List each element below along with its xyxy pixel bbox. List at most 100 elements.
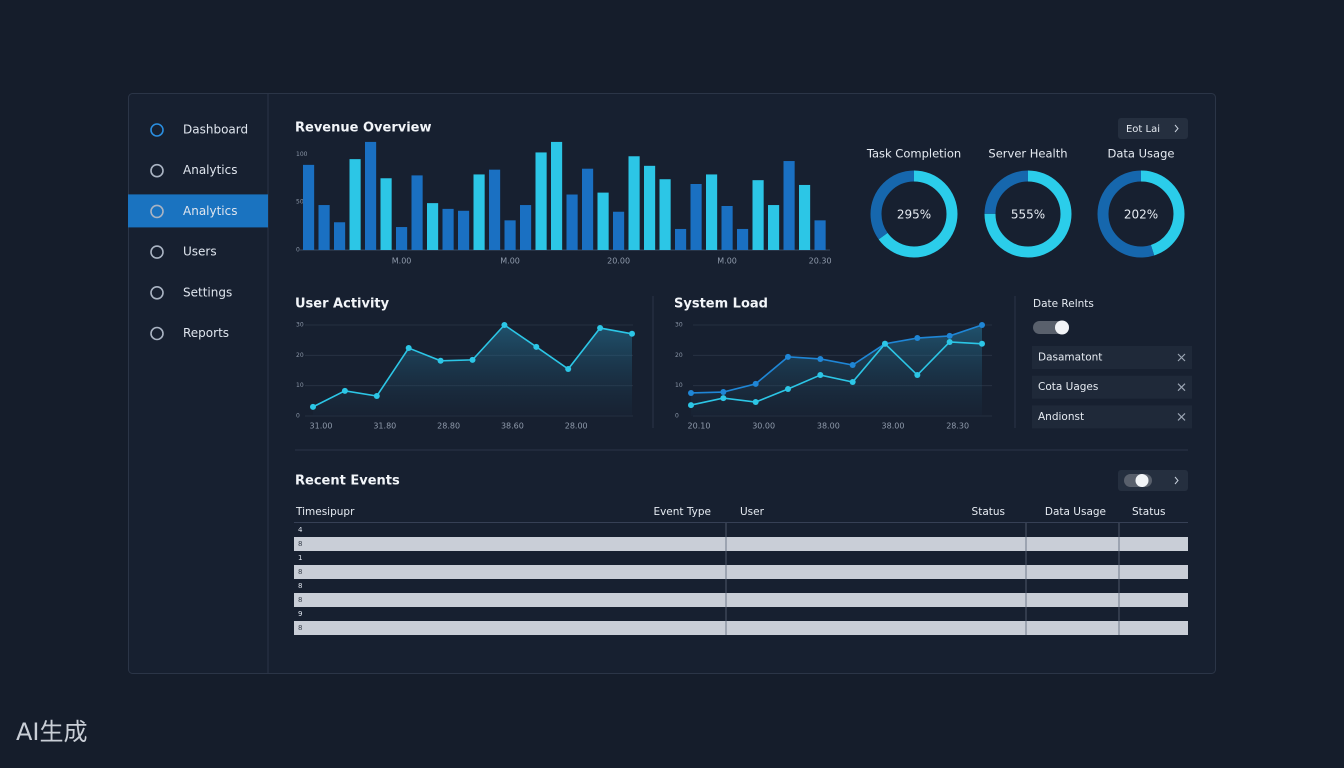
- nav-item[interactable]: Dashboard: [183, 123, 248, 137]
- close-icon[interactable]: [1177, 412, 1186, 421]
- bar: [504, 220, 516, 250]
- y-tick-label: 0: [296, 413, 300, 420]
- line: [690, 324, 983, 394]
- line-point: [979, 322, 985, 328]
- nav-item[interactable]: Reports: [183, 326, 229, 340]
- nav-icon: [150, 204, 164, 219]
- x-tick-label: 20.00: [607, 257, 630, 266]
- close-icon[interactable]: [1177, 353, 1186, 362]
- line-area: [313, 325, 632, 416]
- filter-chip[interactable]: [1032, 405, 1192, 429]
- line-point: [785, 353, 791, 360]
- chart-title: System Load: [674, 297, 768, 312]
- toggle-knob: [1055, 320, 1069, 335]
- bar: [659, 179, 671, 250]
- y-tick-label: 10: [296, 382, 304, 389]
- table-cell: 8: [298, 596, 302, 604]
- line-area: [691, 325, 982, 416]
- table-row: [294, 579, 1188, 593]
- filters-title: Date Relnts: [1033, 298, 1094, 310]
- section-title: Recent Events: [295, 474, 400, 489]
- bar: [737, 228, 749, 250]
- header-button-label: Eot Lai: [1126, 124, 1160, 135]
- y-tick-label: 30: [675, 322, 683, 329]
- bar: [644, 165, 656, 250]
- bar: [442, 208, 454, 250]
- bar: [582, 168, 594, 250]
- line-point: [501, 322, 508, 328]
- bar: [675, 228, 687, 250]
- table-row: [294, 551, 1188, 565]
- x-tick-label: M.00: [392, 257, 412, 266]
- column-header: User: [740, 506, 765, 518]
- y-tick-label: 100: [296, 151, 308, 158]
- donut-title: Server Health: [988, 147, 1067, 161]
- bar: [520, 205, 532, 250]
- donut-segment: [1097, 170, 1185, 258]
- y-tick-label: 50: [296, 199, 304, 206]
- bar: [690, 184, 702, 250]
- table-cell: 9: [298, 610, 302, 618]
- line-point: [688, 389, 694, 396]
- y-tick-label: 30: [296, 322, 304, 329]
- x-tick-label: 38.00: [817, 422, 840, 431]
- line-point: [752, 399, 759, 406]
- y-tick-label: 20: [296, 352, 304, 359]
- bar: [535, 152, 547, 250]
- x-tick-label: 31.00: [310, 422, 333, 431]
- nav-icon: [150, 285, 164, 300]
- line-point: [849, 379, 856, 386]
- line-point: [469, 356, 476, 363]
- x-tick-label: 28.30: [946, 422, 969, 431]
- line-point: [597, 325, 604, 332]
- bar: [752, 180, 764, 250]
- bar: [489, 169, 501, 250]
- bar: [721, 206, 733, 250]
- line-point: [785, 386, 791, 393]
- filter-chip[interactable]: [1032, 346, 1192, 369]
- bar: [706, 174, 718, 250]
- watermark: AI生成: [16, 718, 88, 746]
- nav-item[interactable]: Analytics: [183, 204, 238, 218]
- line-point: [882, 340, 888, 347]
- nav-icon: [150, 123, 164, 137]
- x-tick-label: 20.30: [809, 257, 832, 266]
- line-point: [817, 355, 824, 362]
- toggle-knob: [1135, 474, 1149, 487]
- column-header: Data Usage: [1045, 506, 1106, 518]
- nav-icon: [150, 245, 164, 259]
- table-row: [294, 607, 1188, 621]
- filter-label: Andionst: [1038, 411, 1084, 423]
- line-point: [752, 380, 759, 387]
- bar: [380, 178, 392, 250]
- x-tick-label: M.00: [717, 257, 737, 266]
- line-point: [979, 340, 985, 347]
- bar: [551, 141, 563, 250]
- line-point: [341, 387, 348, 394]
- donut-title: Task Completion: [866, 147, 961, 161]
- donut-segment: [984, 170, 1072, 258]
- nav-item[interactable]: Analytics: [183, 163, 238, 177]
- donut-title: Data Usage: [1108, 147, 1175, 161]
- column-header: Status: [972, 506, 1005, 518]
- bar: [814, 220, 826, 250]
- line-point: [533, 343, 540, 350]
- bar: [628, 156, 640, 250]
- bar: [411, 175, 423, 250]
- bar: [427, 203, 439, 250]
- table-cell: 8: [298, 540, 302, 548]
- table-cell: 8: [298, 624, 302, 632]
- bar: [365, 141, 377, 250]
- line-point: [629, 330, 635, 337]
- header-button[interactable]: [1118, 118, 1188, 139]
- close-icon[interactable]: [1177, 383, 1186, 392]
- x-tick-label: 20.10: [688, 422, 711, 431]
- x-tick-label: 28.00: [565, 422, 588, 431]
- y-tick-label: 0: [296, 247, 300, 254]
- nav-item[interactable]: Settings: [183, 285, 232, 299]
- filter-chip[interactable]: [1032, 375, 1192, 399]
- donut-label: 555%: [1011, 208, 1045, 222]
- line-point: [373, 392, 380, 399]
- nav-item[interactable]: Users: [183, 245, 217, 259]
